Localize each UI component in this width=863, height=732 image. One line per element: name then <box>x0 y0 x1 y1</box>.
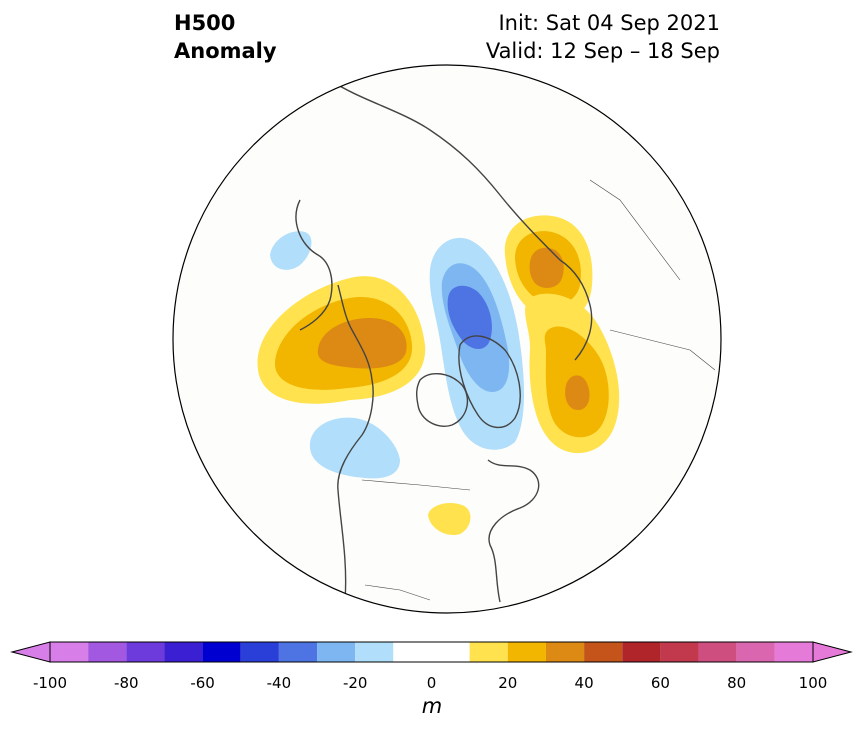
border-us-canada <box>361 479 471 491</box>
colorbar-segment <box>50 642 89 662</box>
valid-period-label: Valid: 12 Sep – 18 Sep <box>485 39 720 63</box>
colorbar-segment <box>88 642 127 662</box>
coastlines <box>295 79 593 603</box>
colorbar-segment <box>393 642 470 662</box>
border-us-mexico <box>364 584 431 601</box>
anomaly-positive-europe-30 <box>565 375 590 410</box>
coastline-siberia <box>329 79 561 261</box>
colorbar-segment <box>355 642 394 662</box>
border-russia <box>589 179 681 281</box>
colorbar-segment <box>240 642 279 662</box>
map-title-left: H500 Anomaly <box>174 9 277 65</box>
colorbar-frame <box>49 641 814 663</box>
colorbar-tick-label: -80 <box>114 674 139 692</box>
colorbar-tick-label: 0 <box>426 674 437 692</box>
map-title-right: Init: Sat 04 Sep 2021 Valid: 12 Sep – 18… <box>486 9 720 65</box>
colorbar-segment <box>507 642 546 662</box>
colorbar-segment <box>202 642 241 662</box>
border-europe <box>609 329 716 371</box>
colorbar-segment <box>736 642 775 662</box>
colorbar-tick-label: -40 <box>266 674 292 692</box>
colorbar-tick-label: 100 <box>798 674 828 692</box>
coastline-greenland <box>458 335 521 429</box>
globe-boundary <box>172 64 722 614</box>
colorbar-tick-label: -20 <box>342 674 368 692</box>
colorbar-tick-label: 80 <box>727 674 747 692</box>
colorbar-extend-low <box>10 641 51 663</box>
colorbar-extend-high <box>812 641 853 663</box>
colorbar-segment <box>126 642 165 662</box>
colorbar <box>10 641 853 663</box>
colorbar-tick-label: -60 <box>190 674 215 692</box>
anomaly-positive-siberia-30 <box>529 247 564 288</box>
colorbar-segment <box>164 642 203 662</box>
colorbar-unit-label: m <box>421 694 443 718</box>
colorbar-segment <box>774 642 813 662</box>
colorbar-segment <box>622 642 661 662</box>
variable-label: H500 <box>174 11 236 35</box>
colorbar-segment <box>469 642 508 662</box>
colorbar-segments <box>50 642 813 662</box>
colorbar-segment <box>660 642 699 662</box>
coastline-scandinavia <box>559 259 593 361</box>
anomaly-contours <box>257 215 620 536</box>
coastline-north-america-east <box>487 459 540 603</box>
colorbar-segment <box>698 642 737 662</box>
anomaly-positive-great-lakes <box>428 503 471 536</box>
anomaly-positive-pacific-30 <box>317 318 407 369</box>
anomaly-negative-arctic-30 <box>447 285 492 349</box>
colorbar-tick-label: 40 <box>574 674 594 692</box>
borders <box>361 179 716 601</box>
colorbar-segment <box>584 642 623 662</box>
colorbar-tick-label: 60 <box>650 674 670 692</box>
coastline-north-america-west <box>337 284 374 601</box>
anomaly-negative-bering <box>270 231 312 270</box>
colorbar-segment <box>317 642 356 662</box>
colorbar-segment <box>545 642 585 662</box>
colorbar-tick-label: 20 <box>498 674 518 692</box>
polar-map <box>172 64 722 614</box>
init-date-label: Init: Sat 04 Sep 2021 <box>498 11 720 35</box>
colorbar-tick-label: -100 <box>32 674 68 692</box>
anomaly-negative-canada <box>309 417 400 479</box>
field-label: Anomaly <box>174 39 277 63</box>
colorbar-segment <box>278 642 318 662</box>
coastline-hudson-bay <box>415 373 469 427</box>
coastline-alaska <box>295 199 333 331</box>
